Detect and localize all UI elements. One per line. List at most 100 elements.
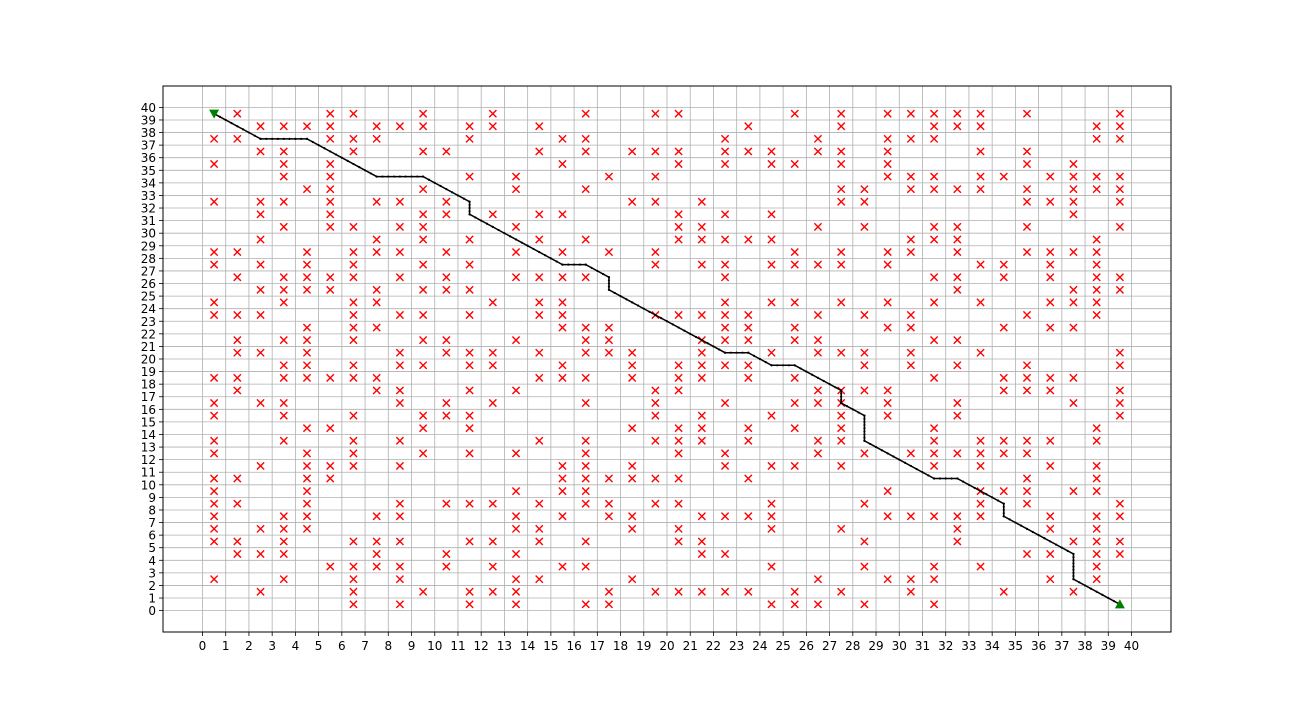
obstacle-marker xyxy=(999,587,1008,596)
obstacle-marker xyxy=(1046,172,1055,181)
y-tick-label: 6 xyxy=(148,529,156,543)
obstacle-marker xyxy=(930,336,939,345)
obstacle-marker xyxy=(651,499,660,508)
y-axis: 0123456789101112131415161718192021222324… xyxy=(141,101,163,618)
path-point xyxy=(636,304,640,307)
obstacle-marker xyxy=(953,361,962,370)
obstacle-marker xyxy=(1092,273,1101,282)
x-tick-label: 13 xyxy=(497,639,512,653)
obstacle-marker xyxy=(279,336,288,345)
path-point xyxy=(834,386,837,389)
path-point xyxy=(311,140,314,144)
obstacle-marker xyxy=(581,323,590,332)
path-point xyxy=(631,301,634,304)
path-point xyxy=(607,285,611,288)
obstacle-marker xyxy=(883,134,892,143)
obstacle-marker xyxy=(558,461,567,471)
obstacle-marker xyxy=(1115,386,1124,395)
obstacle-marker xyxy=(628,512,637,521)
obstacle-marker xyxy=(302,361,312,370)
obstacle-marker xyxy=(930,424,939,433)
path-point xyxy=(590,266,593,269)
path-point xyxy=(602,272,605,276)
y-tick-label: 0 xyxy=(148,604,156,618)
obstacle-marker xyxy=(883,398,892,408)
obstacle-marker xyxy=(1022,247,1032,257)
obstacle-marker xyxy=(419,411,428,420)
obstacle-marker xyxy=(465,386,474,395)
obstacle-marker xyxy=(1115,285,1124,294)
obstacle-marker xyxy=(1069,537,1078,546)
obstacle-marker xyxy=(581,348,590,357)
y-tick-label: 36 xyxy=(141,151,156,165)
x-tick-label: 24 xyxy=(752,639,767,653)
path-point xyxy=(607,279,611,282)
obstacle-marker xyxy=(233,474,242,483)
path-point xyxy=(323,147,326,150)
x-tick-label: 10 xyxy=(427,639,442,653)
x-tick-label: 8 xyxy=(384,639,392,653)
obstacle-marker xyxy=(558,298,567,307)
obstacle-marker xyxy=(999,260,1008,269)
obstacle-marker xyxy=(813,600,823,609)
obstacle-marker xyxy=(558,210,567,219)
obstacle-marker xyxy=(1069,487,1078,496)
obstacle-marker xyxy=(465,122,474,131)
obstacle-marker xyxy=(651,398,660,408)
path-point xyxy=(700,339,703,342)
obstacle-marker xyxy=(767,562,776,571)
obstacle-marker xyxy=(837,524,846,533)
path-point xyxy=(1002,508,1005,512)
path-point xyxy=(1002,502,1005,505)
obstacle-marker xyxy=(744,361,753,370)
obstacle-marker xyxy=(488,587,497,596)
obstacle-marker xyxy=(628,474,637,483)
obstacle-marker xyxy=(697,549,706,559)
obstacle-marker xyxy=(1022,436,1032,445)
obstacle-marker xyxy=(210,247,219,257)
path-point xyxy=(387,175,390,178)
y-tick-label: 5 xyxy=(148,541,156,555)
obstacle-marker xyxy=(651,109,660,118)
obstacle-marker xyxy=(837,109,846,118)
obstacle-marker xyxy=(883,512,892,521)
x-tick-label: 40 xyxy=(1124,639,1139,653)
x-tick-label: 22 xyxy=(706,639,721,653)
path-point xyxy=(526,244,529,247)
obstacle-marker xyxy=(349,449,358,458)
obstacle-marker xyxy=(930,222,939,231)
obstacle-marker xyxy=(604,474,614,483)
obstacle-marker xyxy=(558,134,567,143)
path-point xyxy=(1002,515,1005,518)
obstacle-marker xyxy=(372,197,381,206)
obstacle-marker xyxy=(558,487,567,496)
obstacles xyxy=(210,109,1124,609)
obstacle-marker xyxy=(302,512,312,521)
path-point xyxy=(915,467,918,471)
x-axis: 0 1 2 3 4 5 6 7 8 9 10 11 12 13 14 15 16 17 18 19 20 21 22 23 24… xyxy=(199,632,1139,653)
obstacle-marker xyxy=(1069,197,1078,206)
obstacle-marker xyxy=(906,449,915,458)
obstacle-marker xyxy=(790,159,799,169)
path-point xyxy=(509,235,512,238)
obstacle-marker xyxy=(279,361,288,370)
obstacle-marker xyxy=(930,600,939,609)
x-tick-label: 32 xyxy=(938,639,953,653)
obstacle-marker xyxy=(419,336,428,345)
x-tick-label: 5 xyxy=(315,639,323,653)
obstacle-marker xyxy=(1022,549,1032,559)
path-point xyxy=(503,232,506,235)
obstacle-marker xyxy=(488,298,497,307)
obstacle-marker xyxy=(1069,172,1078,181)
y-tick-label: 37 xyxy=(141,139,156,153)
path-point xyxy=(857,411,860,414)
obstacle-marker xyxy=(744,310,753,320)
obstacle-marker xyxy=(999,273,1008,282)
path-point xyxy=(294,137,297,140)
obstacle-marker xyxy=(720,512,730,521)
obstacle-marker xyxy=(326,134,335,143)
path-point xyxy=(474,216,477,219)
obstacle-marker xyxy=(581,537,590,546)
path-point xyxy=(369,172,372,175)
obstacle-marker xyxy=(720,398,730,408)
